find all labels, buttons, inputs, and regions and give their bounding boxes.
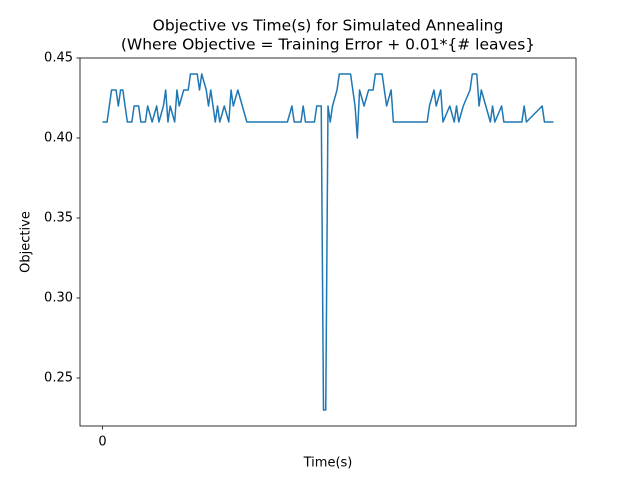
y-tick-label: 0.35 — [44, 211, 73, 226]
y-tick-label: 0.25 — [44, 371, 73, 386]
plot-frame — [79, 57, 577, 427]
x-axis-label: Time(s) — [303, 456, 353, 471]
y-tick-label: 0.40 — [44, 131, 73, 146]
x-tick-label: 0 — [98, 435, 106, 450]
y-axis-label: Objective — [19, 211, 34, 273]
chart-title: Objective vs Time(s) for Simulated Annea… — [153, 17, 504, 35]
y-tick-label: 0.45 — [44, 51, 73, 66]
chart-subtitle: (Where Objective = Training Error + 0.01… — [121, 36, 535, 54]
y-tick-label: 0.30 — [44, 291, 73, 306]
line-series — [102, 73, 554, 411]
